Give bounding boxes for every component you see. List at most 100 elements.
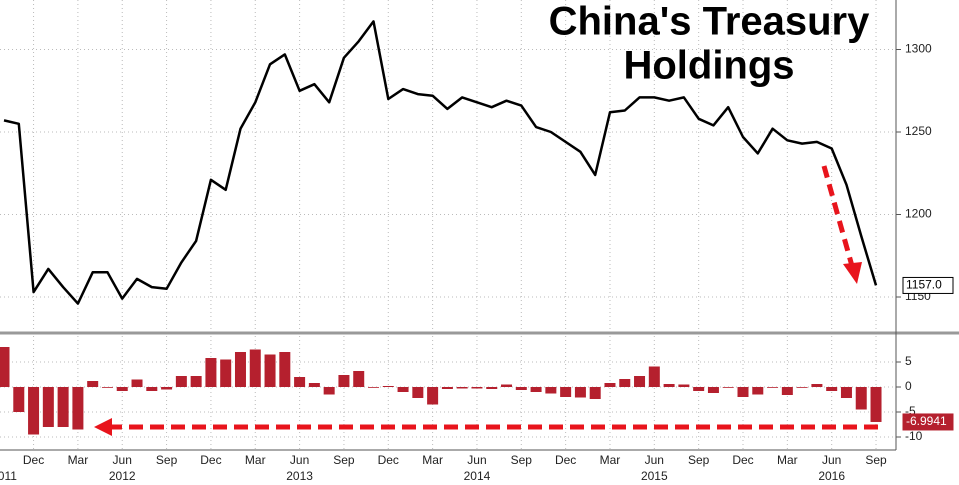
bar	[101, 387, 113, 388]
x-year-label: 2015	[641, 469, 668, 483]
bar	[811, 384, 823, 387]
bar	[589, 387, 601, 399]
bar	[13, 387, 25, 412]
bar	[249, 349, 261, 387]
x-year-label: 2014	[464, 469, 491, 483]
x-tick-label: Jun	[645, 453, 664, 467]
y-tick-label: -5	[905, 404, 916, 418]
x-tick-label: Sep	[156, 453, 178, 467]
data-line	[3, 20, 878, 305]
bar	[175, 376, 187, 387]
bar	[294, 377, 306, 387]
bar	[146, 387, 158, 391]
bar	[116, 387, 128, 391]
value-label-box	[902, 276, 954, 294]
x-tick-label: Mar	[422, 453, 443, 467]
bar	[412, 387, 424, 398]
bar	[131, 379, 143, 387]
bar	[234, 352, 246, 387]
bar	[220, 359, 232, 387]
x-tick-label: Dec	[200, 453, 221, 467]
bar	[441, 387, 453, 389]
plot-layer	[0, 0, 896, 450]
x-year-label: 2013	[286, 469, 313, 483]
bar	[87, 381, 99, 387]
bar	[486, 387, 498, 389]
bar	[353, 371, 365, 387]
bar	[72, 387, 84, 430]
bar	[737, 387, 749, 397]
x-tick-label: Mar	[68, 453, 89, 467]
annotation-arrow	[94, 165, 878, 436]
y-tick-label: 5	[905, 354, 912, 368]
x-tick-label: Sep	[333, 453, 355, 467]
bar	[855, 387, 867, 410]
bar	[323, 387, 335, 395]
x-tick-label: Mar	[777, 453, 798, 467]
value-label: 1157.0	[906, 278, 942, 292]
y-tick-label: 1300	[905, 42, 932, 56]
bar	[870, 387, 882, 422]
bar	[530, 387, 542, 392]
x-tick-label: Dec	[732, 453, 753, 467]
bar	[752, 387, 764, 395]
bar	[382, 386, 394, 387]
bar	[0, 347, 10, 387]
bar	[826, 387, 838, 391]
x-tick-label: Jun	[467, 453, 486, 467]
bar	[634, 376, 646, 387]
bar	[501, 384, 513, 387]
bar	[693, 387, 705, 391]
x-tick-label: Sep	[511, 453, 533, 467]
x-tick-label: Jun	[113, 453, 132, 467]
bar	[560, 387, 572, 397]
x-tick-label: Mar	[600, 453, 621, 467]
x-year-label: 2011	[0, 469, 17, 483]
arrow-shaft	[821, 165, 855, 267]
bar	[648, 366, 660, 387]
bar	[471, 387, 483, 389]
bar	[368, 387, 379, 388]
bar	[604, 383, 616, 387]
chart-title: China's Treasury	[549, 0, 871, 44]
value-label-box	[902, 413, 954, 431]
bar	[663, 384, 675, 387]
y-tick-label: 0	[905, 379, 912, 393]
x-year-label: 2012	[109, 469, 136, 483]
bar	[456, 387, 468, 389]
bar	[678, 384, 690, 387]
y-tick-label: -10	[905, 429, 923, 443]
y-tick-label: 1250	[905, 124, 932, 138]
y-tick-label: 1200	[905, 207, 932, 221]
bar	[338, 375, 350, 387]
bar	[308, 383, 320, 387]
bar	[796, 387, 808, 388]
chart-title: Holdings	[623, 44, 794, 88]
value-label: -6.9941	[906, 414, 947, 428]
x-tick-label: Jun	[822, 453, 841, 467]
x-tick-label: Dec	[555, 453, 576, 467]
bar	[205, 358, 217, 387]
x-tick-label: Mar	[245, 453, 266, 467]
x-tick-label: Sep	[865, 453, 887, 467]
x-tick-label: Sep	[688, 453, 710, 467]
arrow-head	[843, 262, 862, 284]
bar	[574, 387, 586, 398]
bar	[279, 352, 291, 387]
bar	[840, 387, 852, 398]
bar	[722, 387, 734, 388]
bar	[190, 376, 202, 387]
bar	[619, 379, 631, 387]
x-tick-label: Dec	[23, 453, 44, 467]
x-tick-label: Jun	[290, 453, 309, 467]
bar	[42, 387, 54, 427]
bar	[161, 387, 173, 390]
bar	[545, 387, 557, 394]
bar	[28, 387, 40, 435]
bar	[515, 387, 527, 390]
x-tick-label: Dec	[378, 453, 399, 467]
bar	[767, 387, 779, 388]
bar	[781, 387, 793, 395]
